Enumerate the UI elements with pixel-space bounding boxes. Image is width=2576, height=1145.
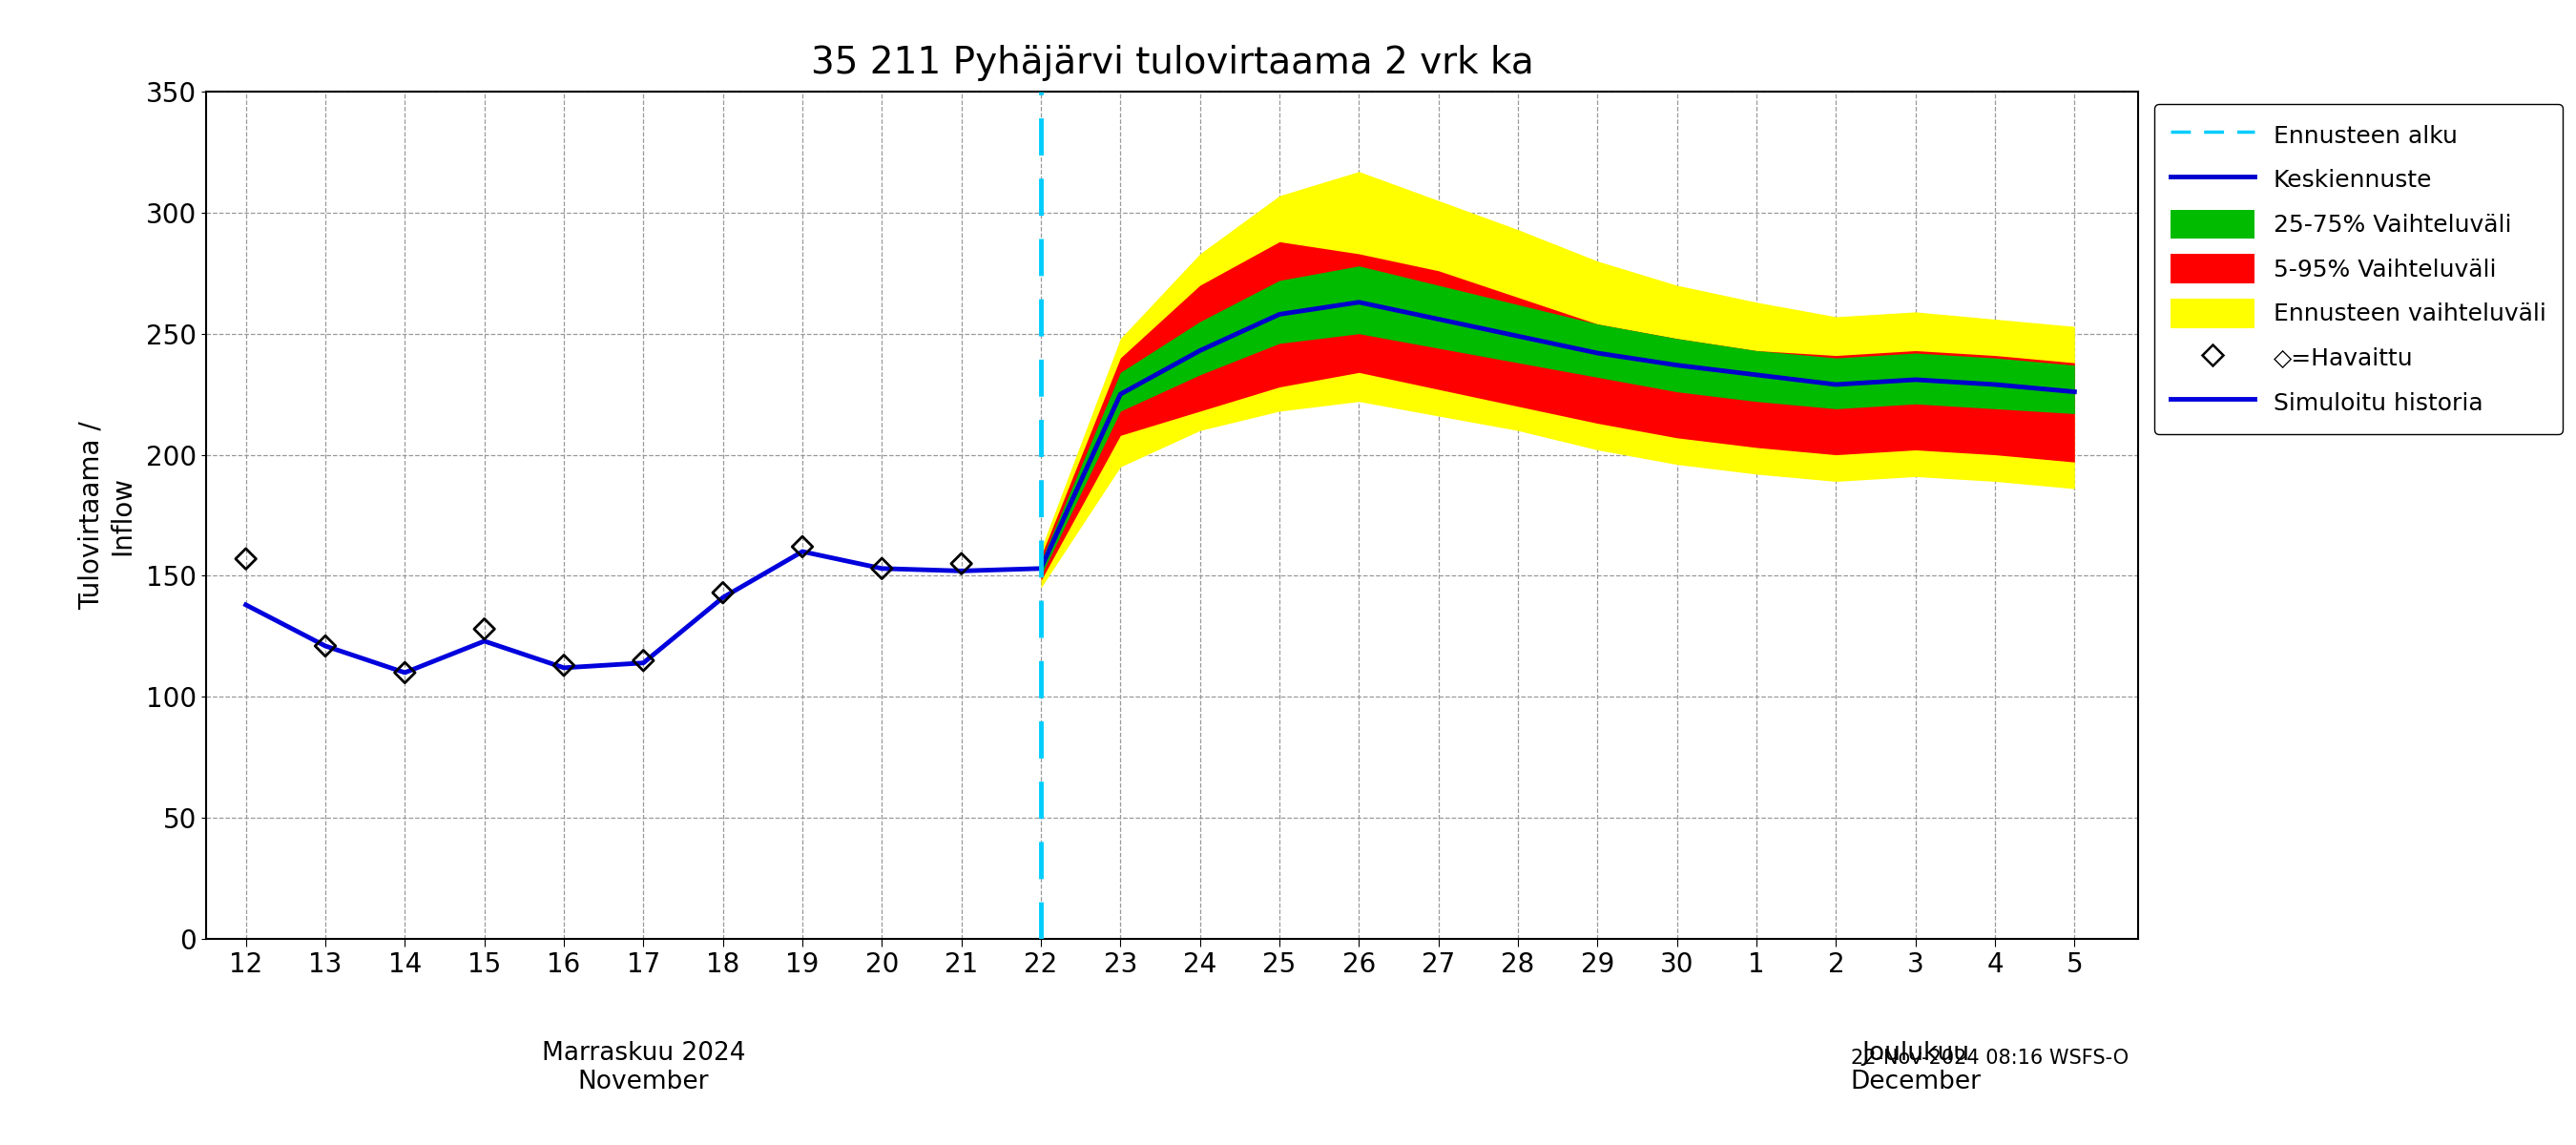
Text: Joulukuu
December: Joulukuu December: [1850, 1041, 1981, 1093]
Point: [384, 663, 425, 681]
Legend: Ennusteen alku, Keskiennuste, 25-75% Vaihteluväli, 5-95% Vaihteluväli, Ennusteen: Ennusteen alku, Keskiennuste, 25-75% Vai…: [2154, 103, 2563, 434]
Point: [464, 619, 505, 638]
Point: [781, 537, 822, 555]
Point: [940, 554, 981, 572]
Point: [304, 637, 345, 655]
Point: [703, 584, 744, 602]
Point: [224, 550, 265, 568]
Point: [623, 652, 665, 670]
Title: 35 211 Pyhäjärvi tulovirtaama 2 vrk ka: 35 211 Pyhäjärvi tulovirtaama 2 vrk ka: [811, 45, 1533, 80]
Text: m³/s: m³/s: [2156, 299, 2184, 358]
Text: Marraskuu 2024
November: Marraskuu 2024 November: [541, 1041, 744, 1093]
Point: [544, 656, 585, 674]
Y-axis label: Tulovirtaama /
Inflow: Tulovirtaama / Inflow: [77, 421, 137, 609]
Text: 22-Nov-2024 08:16 WSFS-O: 22-Nov-2024 08:16 WSFS-O: [1850, 1049, 2128, 1068]
Point: [860, 560, 902, 578]
